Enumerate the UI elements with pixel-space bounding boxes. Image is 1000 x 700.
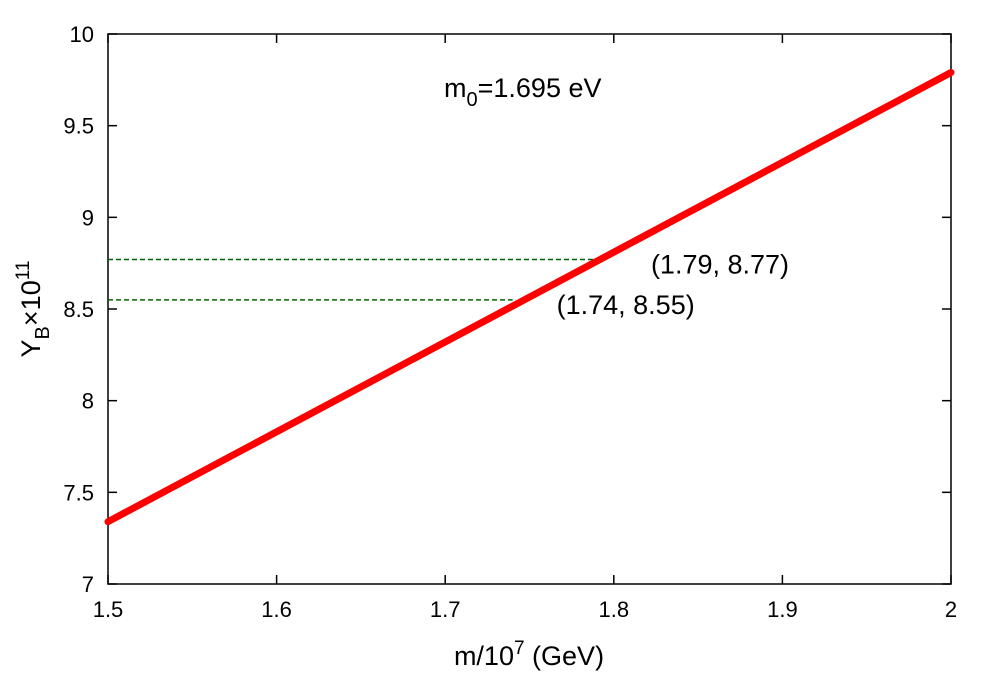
- reference-lines: (1.79, 8.77) (1.74, 8.55): [108, 250, 789, 320]
- y-tick-label: 8: [82, 389, 94, 414]
- annotation-m0: m0=1.695 eV: [444, 73, 602, 111]
- reference-label-2: (1.74, 8.55): [557, 290, 695, 320]
- y-tick-label: 8.5: [63, 297, 94, 322]
- series-line-1: [104, 69, 955, 526]
- axis-ticks: 1.5 1.6 1.7 1.8 1.9 2 7 7.5 8 8.5 9 9.5 10: [63, 22, 957, 622]
- x-axis-label: m/107 (GeV): [454, 638, 604, 671]
- plot-frame: [107, 33, 952, 585]
- x-tick-label: 1.7: [430, 597, 461, 622]
- y-tick-label: 7: [82, 572, 94, 597]
- x-tick-label: 1.6: [261, 597, 292, 622]
- y-axis-label: YB×1011: [13, 261, 54, 358]
- y-tick-label: 7.5: [63, 480, 94, 505]
- series-layer: [104, 69, 955, 526]
- reference-label-1: (1.79, 8.77): [651, 250, 789, 280]
- x-tick-label: 2: [945, 597, 957, 622]
- y-tick-label: 10: [70, 22, 94, 47]
- x-tick-label: 1.9: [767, 597, 798, 622]
- x-tick-label: 1.5: [93, 597, 124, 622]
- y-tick-label: 9.5: [63, 114, 94, 139]
- y-tick-label: 9: [82, 205, 94, 230]
- x-tick-label: 1.8: [599, 597, 630, 622]
